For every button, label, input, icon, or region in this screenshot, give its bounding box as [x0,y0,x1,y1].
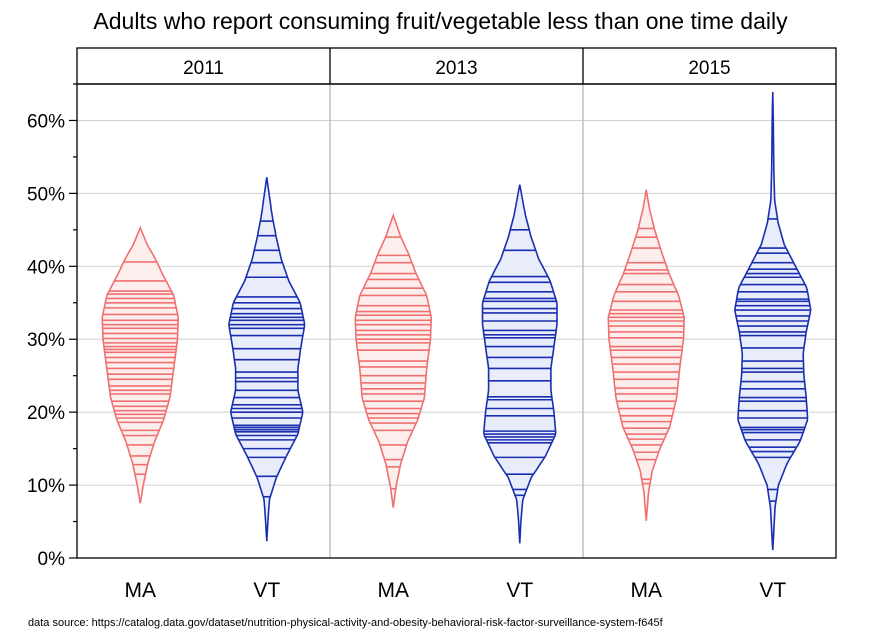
violin-2011-VT [228,177,306,542]
violins [101,91,812,551]
grid-lines [77,84,836,558]
violin-outline [481,184,558,544]
plot-border [76,83,837,559]
y-tick-label: 10% [27,476,65,497]
x-tick-label: MA [125,579,157,602]
violin-outline [228,177,306,542]
violin-body [102,227,179,504]
panel-label-2015: 2015 [688,58,730,79]
violin-2011-MA [101,225,179,504]
plot-frame [76,47,837,559]
panel-label-2011: 2011 [183,58,224,79]
y-tick-label: 20% [27,403,65,424]
panel-label-2013: 2013 [435,58,477,79]
violin-outline [354,212,432,508]
violin-body [608,189,685,521]
x-tick-label: MA [631,579,663,602]
violin-body [482,184,557,544]
x-tick-label: VT [253,579,280,602]
violin-2015-VT [733,91,812,551]
violin-2015-MA [607,189,686,521]
violin-2013-MA [354,212,432,508]
y-tick-label: 40% [27,257,65,278]
violin-outline [733,91,812,551]
y-tick-label: 50% [27,184,65,205]
panel-strip: 2011 2013 2015 [183,58,731,79]
x-tick-label: VT [759,579,786,602]
violin-outline [101,225,179,504]
source-note: data source: https://catalog.data.gov/da… [28,617,663,629]
y-tick-label: 0% [38,549,66,570]
x-tick-label: VT [506,579,533,602]
y-axis: 0% 10% 20% 30% 40% 50% 60% [27,83,77,570]
y-tick-label: 60% [27,111,65,132]
x-tick-label: MA [378,579,410,602]
x-axis-labels: MA VT MA VT MA VT [125,579,787,602]
violin-2013-VT [481,184,558,544]
y-tick-label: 30% [27,330,65,351]
violin-outline [607,189,686,521]
chart-title: Adults who report consuming fruit/vegeta… [93,8,788,34]
